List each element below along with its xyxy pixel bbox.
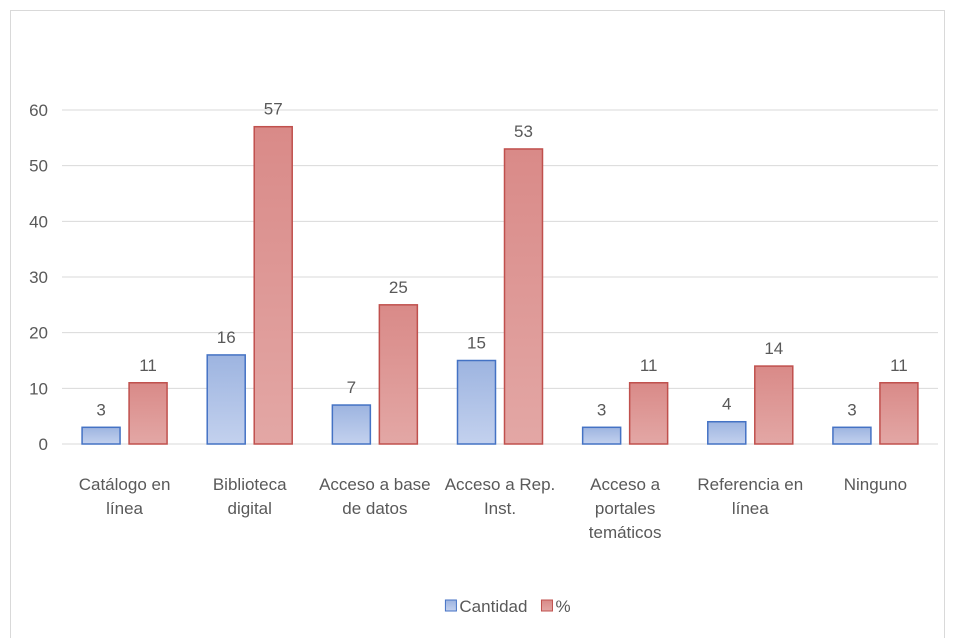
legend-label: Cantidad [459, 597, 527, 616]
x-tick-label: Catálogo en línea [79, 475, 171, 518]
y-tick-label: 30 [29, 268, 48, 287]
data-label: 25 [389, 278, 408, 297]
x-tick-label: Referencia en línea [697, 475, 803, 518]
data-label: 16 [217, 328, 236, 347]
bar [331, 404, 372, 445]
y-tick-label: 40 [29, 212, 48, 231]
data-label: 7 [347, 378, 356, 397]
bar [253, 125, 293, 445]
y-tick-label: 50 [29, 157, 48, 176]
x-tick-label: Biblioteca digital [213, 475, 287, 518]
data-label: 3 [96, 400, 105, 419]
y-tick-label: 60 [29, 101, 48, 120]
bar [503, 148, 544, 445]
data-label: 14 [764, 339, 783, 358]
data-label: 15 [467, 334, 486, 353]
bar [128, 382, 168, 445]
y-tick-label: 20 [29, 324, 48, 343]
bar [832, 426, 872, 445]
bar [81, 426, 121, 445]
bar [628, 382, 669, 445]
bar [581, 426, 622, 445]
bar [879, 382, 919, 445]
chart-frame [10, 10, 945, 638]
bar [754, 365, 794, 445]
bar [206, 354, 246, 445]
data-label: 11 [640, 356, 658, 375]
data-label: 11 [890, 356, 908, 375]
legend-swatch [444, 599, 457, 612]
data-label: 11 [139, 356, 157, 375]
legend: Cantidad% [444, 597, 571, 616]
x-tick-label: Acceso a portales temáticos [589, 475, 662, 542]
x-tick-label: Acceso a Rep. Inst. [445, 475, 556, 518]
data-label: 57 [264, 100, 283, 119]
data-label: 3 [847, 400, 856, 419]
y-tick-label: 0 [39, 435, 48, 454]
x-tick-label: Acceso a base de datos [319, 475, 431, 518]
legend-label: % [555, 597, 570, 616]
bar [456, 359, 497, 445]
data-label: 3 [597, 400, 606, 419]
bar [707, 420, 747, 445]
bar [378, 304, 419, 445]
data-label: 53 [514, 122, 533, 141]
x-tick-label: Ninguno [844, 475, 907, 494]
legend-swatch [540, 599, 553, 612]
data-label: 4 [722, 395, 731, 414]
y-tick-label: 10 [29, 379, 48, 398]
